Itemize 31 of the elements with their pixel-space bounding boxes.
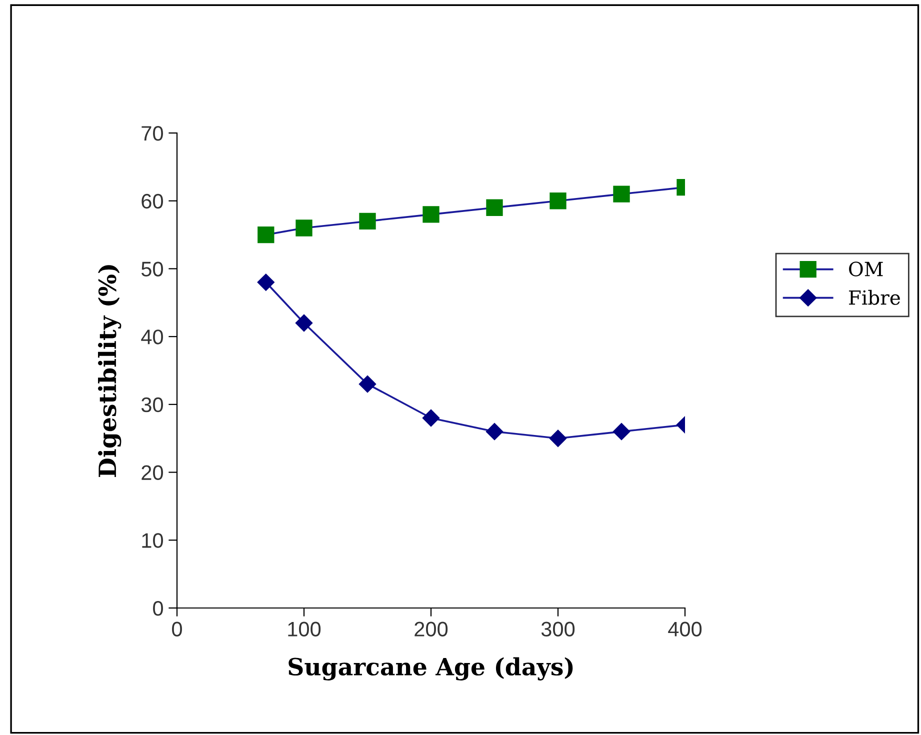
point (295, 314, 313, 332)
legend-label: Fibre (849, 290, 900, 305)
point (486, 423, 504, 440)
x-tick-label: 200 (414, 622, 448, 636)
point (257, 274, 274, 291)
legend-label: OM (849, 262, 883, 276)
point (296, 220, 312, 236)
point (258, 226, 274, 244)
point (358, 376, 376, 393)
point (359, 212, 376, 230)
y-tick-label: 60 (142, 194, 163, 209)
x-axis-title: Sugarcane Age (days) (288, 657, 573, 680)
x-tick-label: 100 (288, 622, 321, 636)
y-tick-label: 70 (142, 126, 163, 141)
point (422, 206, 440, 223)
y-axis-title: Digestibility (%) (98, 265, 122, 477)
y-tick-label: 20 (142, 465, 163, 480)
y-tick-label: 0 (153, 601, 163, 616)
point (549, 430, 567, 447)
x-tick-label: 0 (172, 622, 182, 636)
point (422, 409, 440, 427)
x-tick-label: 300 (541, 622, 575, 636)
y-tick-label: 50 (141, 262, 163, 276)
point (612, 423, 630, 440)
y-tick-label: 10 (142, 533, 163, 548)
x-tick-label: 400 (668, 622, 702, 636)
point (486, 199, 503, 216)
y-tick-label: 30 (141, 397, 163, 412)
point (613, 186, 630, 202)
point (550, 192, 566, 210)
y-tick-label: 40 (141, 330, 163, 344)
